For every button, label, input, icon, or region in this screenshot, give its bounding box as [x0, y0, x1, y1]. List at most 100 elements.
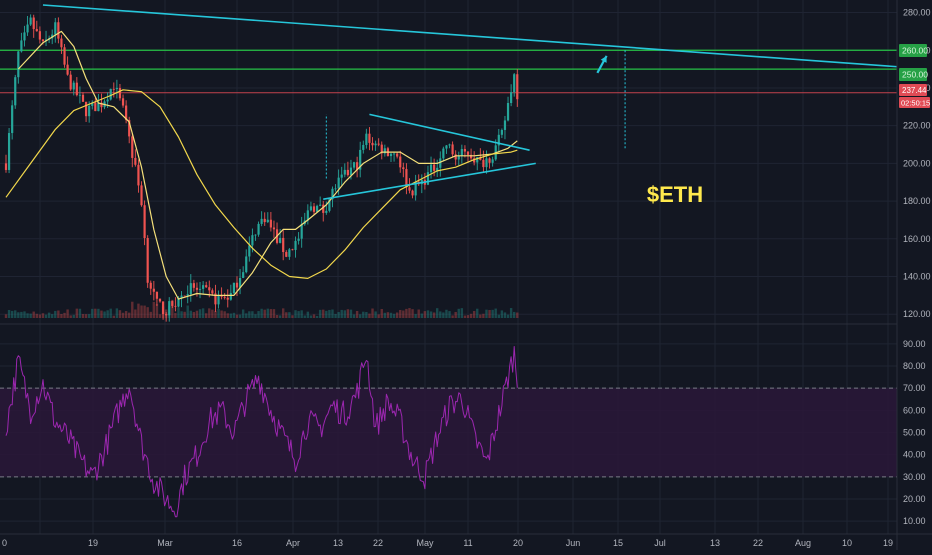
candle-body: [272, 227, 276, 230]
time-tick: 10: [842, 538, 852, 548]
volume-bar: [208, 308, 211, 318]
volume-bar: [54, 310, 57, 318]
time-tick: Apr: [286, 538, 300, 548]
volume-bar: [121, 312, 125, 318]
candle-body: [137, 164, 140, 186]
volume-bar: [405, 308, 408, 318]
volume-bar: [192, 312, 196, 318]
volume-bar: [103, 311, 106, 318]
volume-bar: [189, 310, 192, 318]
volume-bar: [488, 310, 491, 318]
volume-bar: [494, 308, 497, 318]
volume-bar: [491, 309, 494, 318]
volume-bar: [395, 312, 399, 318]
time-tick: 19: [88, 538, 98, 548]
candle-body: [63, 47, 66, 65]
candle-body: [429, 164, 433, 173]
candle-body: [232, 282, 236, 293]
volume-bar: [29, 313, 32, 318]
candle-body: [26, 24, 29, 33]
candle-body: [112, 88, 115, 90]
candle-body: [352, 162, 356, 168]
volume-bar: [44, 314, 48, 318]
candle-body: [66, 64, 69, 75]
trendline[interactable]: [323, 162, 536, 200]
time-tick: Aug: [795, 538, 811, 548]
candle-body: [491, 159, 494, 163]
volume-bar: [60, 313, 63, 318]
rsi-tick: 30.00: [903, 472, 926, 482]
volume-bar: [251, 311, 254, 318]
volume-bar: [66, 309, 69, 318]
volume-bar: [186, 305, 189, 318]
volume-bar: [352, 314, 356, 318]
volume-bar: [63, 312, 66, 318]
trendline[interactable]: [42, 4, 932, 77]
time-tick: Jul: [654, 538, 666, 548]
volume-bar: [291, 315, 294, 318]
candle-body: [94, 102, 97, 112]
volume-bar: [503, 312, 507, 318]
time-tick: May: [416, 538, 434, 548]
level-badge-lower: [899, 68, 927, 81]
volume-bar: [78, 308, 82, 318]
horizontal-levels[interactable]: [0, 49, 897, 94]
volume-bar: [426, 310, 430, 318]
volume-bar: [4, 314, 8, 318]
candle-body: [223, 296, 226, 298]
candle-body: [408, 187, 411, 191]
candle-body: [29, 17, 32, 25]
volume-bar: [205, 313, 208, 318]
candle-body: [325, 210, 328, 213]
candle-body: [245, 256, 248, 273]
volume-bar: [158, 314, 162, 318]
drawings[interactable]: [42, 4, 932, 200]
candle-body: [356, 162, 359, 170]
candle-body: [23, 32, 26, 41]
candle-body: [371, 142, 374, 146]
candle-body: [405, 169, 408, 188]
price-tick: 160.00: [903, 234, 931, 244]
time-tick: 13: [710, 538, 720, 548]
volume-bar: [32, 311, 35, 318]
volume-bar: [457, 308, 460, 318]
volume-bar: [368, 313, 371, 318]
volume-bar: [439, 311, 442, 318]
volume-bar: [97, 308, 100, 318]
volume-bar: [374, 311, 377, 318]
volume-bar: [516, 312, 519, 318]
level-badge-upper-text: 260.00: [902, 46, 928, 56]
candle-body: [448, 144, 451, 146]
candle-body: [331, 188, 334, 200]
candle-body: [254, 234, 257, 236]
volume-bar: [402, 310, 405, 318]
trendline[interactable]: [369, 113, 530, 151]
candle-body: [32, 17, 35, 30]
candle-body: [106, 99, 109, 102]
volume-bar: [371, 308, 374, 318]
volume-bar: [235, 314, 239, 318]
volume-bar: [106, 310, 109, 318]
volume-bar: [318, 309, 322, 318]
volume-bar: [469, 313, 473, 318]
volume-bar: [112, 315, 115, 318]
rsi-tick: 50.00: [903, 428, 926, 438]
time-tick: 19: [883, 538, 893, 548]
candle-body: [128, 119, 131, 137]
volume-bar: [269, 309, 273, 318]
time-axis[interactable]: 0 19 Mar 16 Apr 13 22 May 11 20 Jun 15 Jul 13 22 Aug 10 1…: [2, 538, 893, 548]
volume-bar: [445, 309, 448, 318]
up-arrow-head[interactable]: [600, 55, 607, 63]
candle-body: [220, 295, 223, 297]
volume-bar: [72, 314, 75, 318]
volume-bar: [340, 309, 343, 318]
candle-body: [146, 237, 149, 283]
volume-bar: [183, 311, 186, 318]
candle-body: [143, 205, 146, 238]
volume-bar: [180, 311, 183, 318]
candle-body: [377, 143, 380, 145]
candle-body: [158, 298, 162, 302]
candle-body: [205, 285, 208, 288]
candle-body: [149, 282, 152, 289]
